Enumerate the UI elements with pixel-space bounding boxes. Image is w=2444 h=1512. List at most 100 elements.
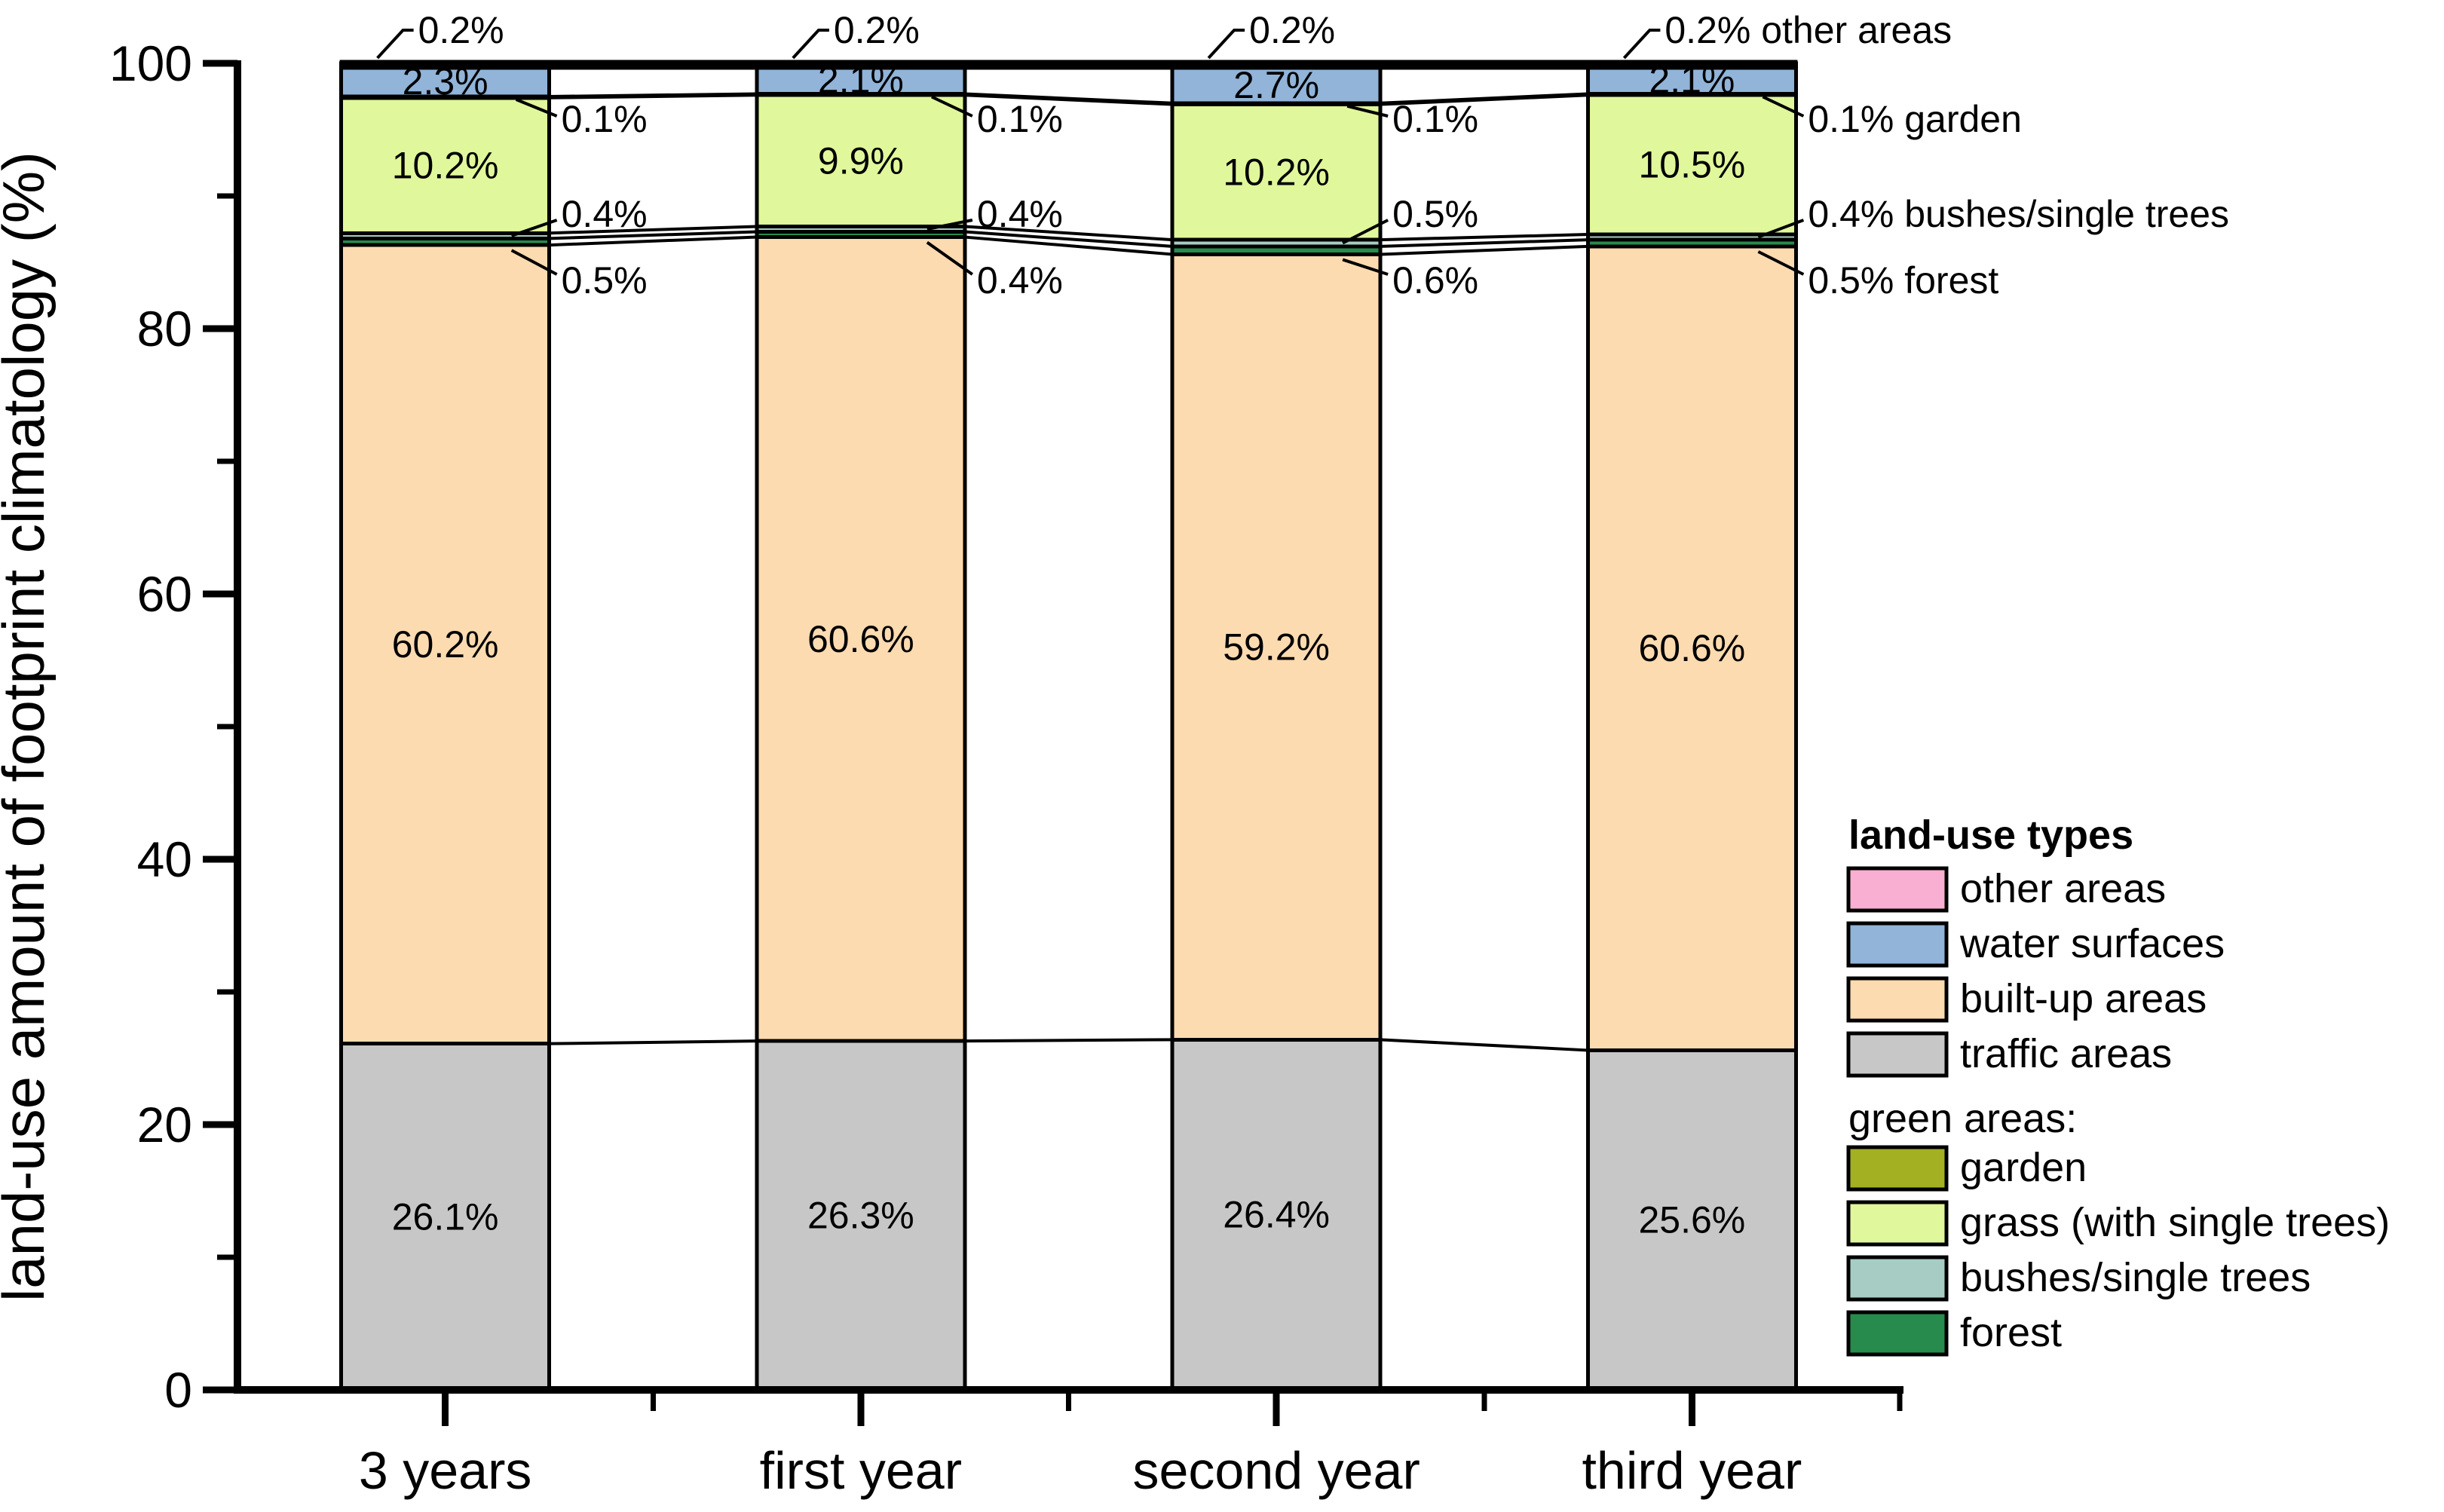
segment-connector-line	[549, 1039, 757, 1045]
segment-grass-with-single-trees-first-year	[755, 93, 967, 228]
legend-swatch-garden	[1846, 1145, 1949, 1192]
segment-traffic-areas-third-year	[1585, 1048, 1798, 1392]
segment-water-surfaces-third-year	[1585, 64, 1798, 96]
callout-label-other-areas-first-year: 0.2%	[834, 9, 920, 51]
segment-water-surfaces-3-years	[339, 64, 552, 99]
legend-label-garden: garden	[1960, 1145, 2087, 1190]
y-axis-title: land-use amount of footprint climatology…	[0, 152, 57, 1302]
y-tick-label: 0	[164, 1362, 192, 1418]
legend-swatch-built-up-areas	[1846, 976, 1949, 1023]
callout-label-garden-first-year: 0.1%	[977, 98, 1063, 140]
legend-swatch-forest	[1846, 1310, 1949, 1357]
legend-label-bushes-single-trees: bushes/single trees	[1960, 1255, 2311, 1300]
callout-label-bushes-single-trees-first-year: 0.4%	[977, 193, 1063, 235]
value-label-built-up-areas-3-years: 60.2%	[392, 623, 499, 666]
y-tick-label: 40	[137, 831, 192, 887]
callout-line-other-areas-third-year	[1622, 29, 1661, 60]
legend-label-other-areas: other areas	[1960, 866, 2166, 911]
legend-swatch-water-surfaces	[1846, 921, 1949, 968]
value-label-water-surfaces-3-years: 2.3%	[403, 60, 488, 103]
legend-label-traffic-areas: traffic areas	[1960, 1031, 2172, 1076]
segment-connector-line	[964, 230, 1173, 248]
segment-grass-with-single-trees-3-years	[339, 96, 552, 235]
segment-connector-line	[549, 225, 757, 235]
legend-swatch-other-areas	[1846, 866, 1949, 913]
x-category-label-first-year: first year	[760, 1441, 962, 1500]
y-tick-label: 20	[137, 1097, 192, 1152]
segment-water-surfaces-first-year	[755, 64, 967, 96]
value-label-grass-with-single-trees-first-year: 9.9%	[818, 139, 904, 182]
value-label-water-surfaces-first-year: 2.1%	[818, 59, 904, 101]
callout-label-bushes-single-trees-3-years: 0.4%	[562, 193, 648, 235]
callout-line-bushes-single-trees-second-year	[1342, 219, 1389, 245]
segment-traffic-areas-first-year	[755, 1039, 967, 1392]
y-tick-label: 60	[137, 566, 192, 622]
legend-subtitle: green areas:	[1848, 1096, 2077, 1141]
legend-label-grass-with-single-trees: grass (with single trees)	[1960, 1200, 2390, 1245]
y-tick-label: 80	[137, 301, 192, 357]
callout-line-bushes-single-trees-first-year	[926, 219, 973, 231]
callout-line-other-areas-3-years	[376, 29, 414, 60]
segment-built-up-areas-third-year	[1585, 244, 1798, 1052]
segment-built-up-areas-first-year	[755, 235, 967, 1043]
segment-grass-with-single-trees-second-year	[1170, 103, 1383, 242]
callout-line-other-areas-first-year	[792, 29, 829, 60]
segment-connector-line	[1380, 92, 1588, 105]
callout-line-forest-3-years	[510, 249, 558, 276]
x-category-label-3-years: 3 years	[359, 1441, 532, 1500]
callout-line-other-areas-second-year	[1207, 29, 1245, 60]
value-label-grass-with-single-trees-second-year: 10.2%	[1223, 151, 1330, 193]
callout-label-garden-third-year: 0.1% garden	[1808, 98, 2022, 140]
segment-grass-with-single-trees-third-year	[1585, 93, 1798, 237]
value-label-built-up-areas-second-year: 59.2%	[1223, 626, 1330, 668]
value-label-traffic-areas-3-years: 26.1%	[392, 1195, 499, 1238]
segment-connector-line	[1380, 238, 1588, 248]
segment-built-up-areas-3-years	[339, 243, 552, 1046]
legend-label-water-surfaces: water surfaces	[1959, 921, 2225, 966]
legend-label-built-up-areas: built-up areas	[1960, 976, 2207, 1021]
callout-line-garden-first-year	[931, 95, 973, 118]
callout-line-bushes-single-trees-third-year	[1757, 219, 1805, 239]
segment-connector-line	[1380, 244, 1588, 256]
callout-label-garden-3-years: 0.1%	[562, 98, 648, 140]
x-category-label-third-year: third year	[1582, 1441, 1802, 1500]
segment-connector-line	[549, 235, 757, 247]
callout-label-other-areas-third-year: 0.2% other areas	[1665, 9, 1952, 51]
callout-label-other-areas-3-years: 0.2%	[418, 9, 504, 51]
segment-connector-line	[964, 92, 1173, 105]
value-label-grass-with-single-trees-3-years: 10.2%	[392, 145, 499, 187]
callout-label-garden-second-year: 0.1%	[1392, 98, 1478, 140]
callout-label-forest-3-years: 0.5%	[562, 259, 648, 301]
legend-swatch-traffic-areas	[1846, 1031, 1949, 1078]
value-label-water-surfaces-third-year: 2.1%	[1649, 59, 1735, 101]
callout-label-forest-first-year: 0.4%	[977, 259, 1063, 301]
segment-traffic-areas-3-years	[339, 1042, 552, 1392]
y-tick-label: 100	[109, 35, 192, 91]
segment-connector-line	[964, 235, 1173, 256]
callout-line-forest-first-year	[926, 240, 974, 276]
segment-connector-line	[964, 1038, 1173, 1043]
value-label-built-up-areas-third-year: 60.6%	[1638, 627, 1745, 669]
callout-label-forest-third-year: 0.5% forest	[1808, 259, 1998, 301]
legend-swatch-bushes-single-trees	[1846, 1255, 1949, 1302]
callout-line-forest-third-year	[1757, 250, 1805, 276]
callout-label-forest-second-year: 0.6%	[1392, 259, 1478, 301]
segment-connector-line	[549, 230, 757, 240]
value-label-water-surfaces-second-year: 2.7%	[1233, 64, 1319, 106]
callout-line-garden-second-year	[1346, 104, 1389, 118]
callout-label-other-areas-second-year: 0.2%	[1249, 9, 1335, 51]
segment-connector-line	[1380, 233, 1588, 242]
x-category-label-second-year: second year	[1132, 1441, 1420, 1500]
value-label-built-up-areas-first-year: 60.6%	[807, 618, 914, 660]
segment-connector-line	[549, 92, 757, 98]
callout-line-bushes-single-trees-3-years	[510, 219, 558, 237]
callout-line-garden-3-years	[515, 98, 558, 118]
segment-connector-line	[964, 225, 1173, 242]
value-label-traffic-areas-third-year: 25.6%	[1638, 1199, 1745, 1241]
legend-title: land-use types	[1848, 813, 2133, 858]
legend-swatch-grass-with-single-trees	[1846, 1200, 1949, 1247]
value-label-grass-with-single-trees-third-year: 10.5%	[1638, 144, 1745, 186]
value-label-traffic-areas-second-year: 26.4%	[1223, 1194, 1330, 1236]
